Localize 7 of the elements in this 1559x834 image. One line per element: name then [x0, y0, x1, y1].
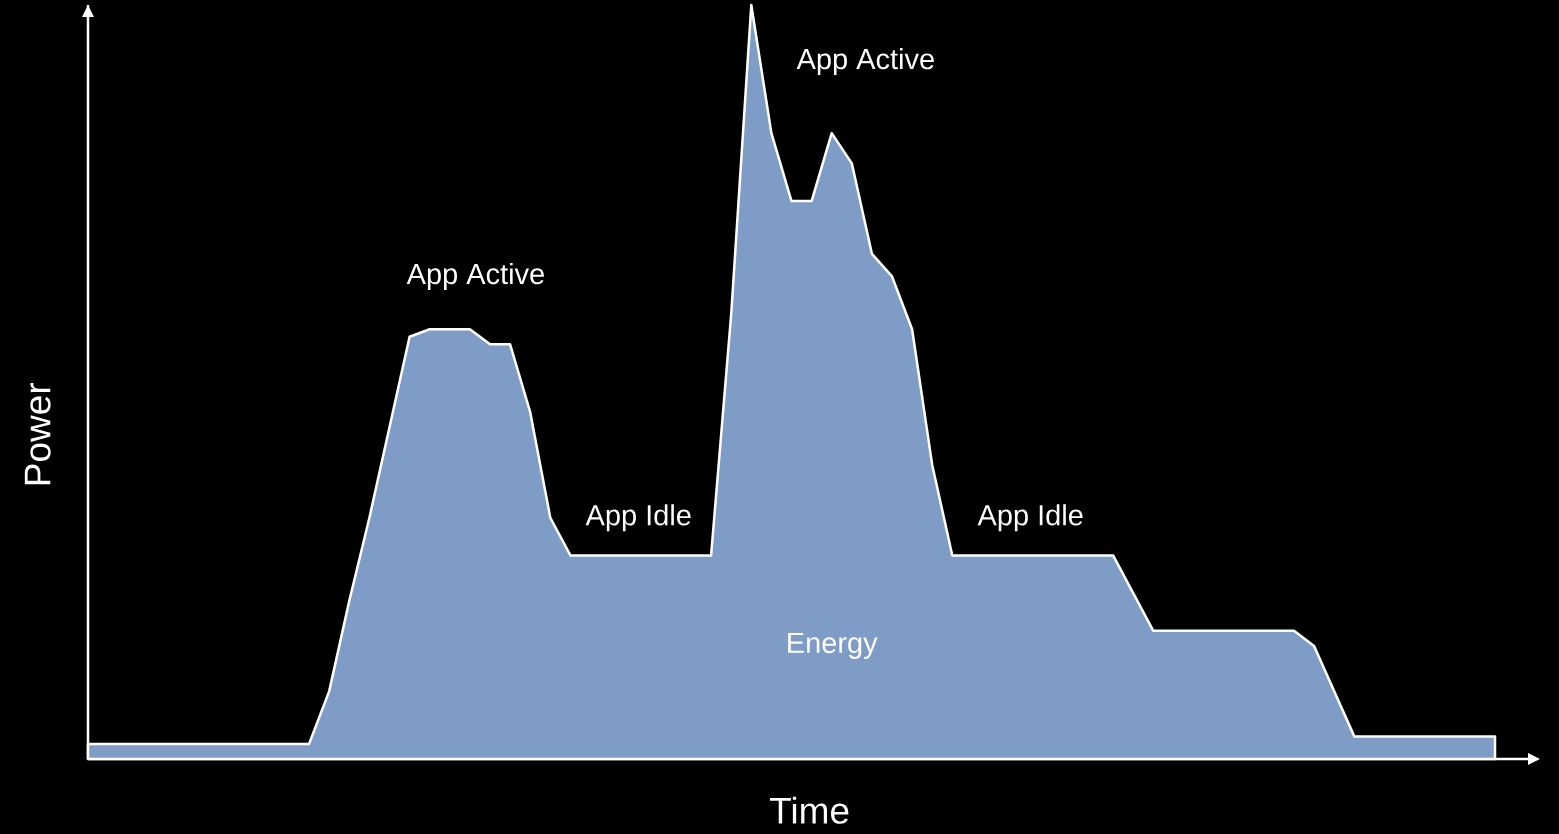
annotation: App Active — [406, 262, 544, 290]
annotation: Energy — [788, 632, 878, 659]
y-axis-title: Power — [24, 382, 51, 485]
x-axis-title: Time — [770, 796, 849, 824]
annotation: App Idle — [585, 504, 691, 532]
annotation: App Idle — [977, 504, 1083, 532]
annotation: App Active — [796, 48, 934, 76]
